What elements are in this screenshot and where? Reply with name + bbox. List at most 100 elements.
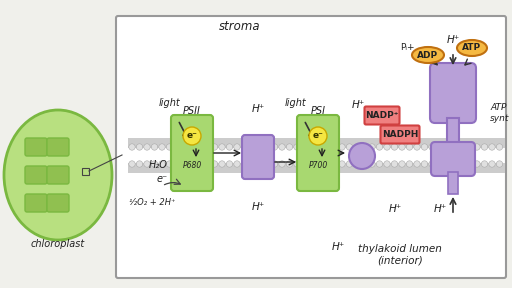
Text: H⁺: H⁺: [389, 204, 401, 214]
Circle shape: [414, 161, 420, 167]
Circle shape: [346, 144, 353, 150]
Circle shape: [346, 161, 353, 167]
Circle shape: [436, 161, 443, 167]
Circle shape: [429, 161, 435, 167]
Circle shape: [407, 161, 413, 167]
Circle shape: [234, 161, 240, 167]
FancyBboxPatch shape: [431, 142, 475, 176]
Circle shape: [152, 161, 158, 167]
FancyBboxPatch shape: [297, 115, 339, 191]
Text: e⁻: e⁻: [157, 174, 167, 184]
Circle shape: [481, 161, 488, 167]
Circle shape: [129, 144, 135, 150]
Circle shape: [301, 161, 308, 167]
Circle shape: [429, 144, 435, 150]
Circle shape: [241, 144, 248, 150]
Circle shape: [257, 144, 263, 150]
Circle shape: [459, 144, 465, 150]
Bar: [128, 138, 505, 148]
Circle shape: [264, 161, 270, 167]
Circle shape: [181, 161, 188, 167]
Circle shape: [444, 144, 450, 150]
Circle shape: [496, 161, 503, 167]
Circle shape: [339, 161, 345, 167]
Circle shape: [466, 161, 473, 167]
Circle shape: [204, 144, 210, 150]
Circle shape: [331, 161, 338, 167]
Circle shape: [324, 161, 330, 167]
Circle shape: [166, 144, 173, 150]
Text: thylakoid lumen
(interior): thylakoid lumen (interior): [358, 244, 442, 266]
Circle shape: [181, 144, 188, 150]
FancyBboxPatch shape: [380, 126, 419, 143]
Bar: [82, 168, 89, 175]
Circle shape: [331, 144, 338, 150]
Circle shape: [211, 161, 218, 167]
Circle shape: [361, 161, 368, 167]
Circle shape: [211, 144, 218, 150]
Circle shape: [196, 161, 203, 167]
Text: light: light: [159, 98, 181, 108]
Ellipse shape: [412, 47, 444, 63]
Circle shape: [481, 144, 488, 150]
Circle shape: [474, 161, 480, 167]
Text: H⁺: H⁺: [351, 100, 365, 110]
Circle shape: [219, 144, 225, 150]
Text: P700: P700: [308, 162, 328, 170]
Circle shape: [144, 144, 150, 150]
FancyBboxPatch shape: [47, 194, 69, 212]
Circle shape: [294, 144, 300, 150]
Circle shape: [466, 144, 473, 150]
Circle shape: [257, 161, 263, 167]
Circle shape: [421, 144, 428, 150]
Circle shape: [444, 161, 450, 167]
Circle shape: [354, 144, 360, 150]
Circle shape: [271, 144, 278, 150]
Circle shape: [354, 161, 360, 167]
Circle shape: [309, 127, 327, 145]
Circle shape: [271, 161, 278, 167]
Circle shape: [301, 144, 308, 150]
FancyBboxPatch shape: [25, 194, 47, 212]
Circle shape: [189, 144, 195, 150]
Circle shape: [421, 161, 428, 167]
Circle shape: [489, 144, 495, 150]
Circle shape: [399, 161, 405, 167]
Circle shape: [226, 161, 232, 167]
FancyBboxPatch shape: [171, 115, 213, 191]
Circle shape: [241, 161, 248, 167]
Circle shape: [369, 161, 375, 167]
Text: NADP⁺: NADP⁺: [366, 111, 399, 120]
Circle shape: [309, 144, 315, 150]
Circle shape: [249, 161, 255, 167]
Text: H⁺: H⁺: [251, 104, 265, 114]
Circle shape: [391, 144, 398, 150]
Circle shape: [384, 161, 390, 167]
Circle shape: [451, 144, 458, 150]
Circle shape: [219, 161, 225, 167]
FancyBboxPatch shape: [47, 166, 69, 184]
Circle shape: [196, 144, 203, 150]
FancyBboxPatch shape: [365, 107, 399, 124]
Circle shape: [361, 144, 368, 150]
Circle shape: [339, 144, 345, 150]
Bar: [447, 118, 459, 146]
Text: H₂O: H₂O: [148, 160, 167, 170]
Circle shape: [376, 161, 382, 167]
Circle shape: [159, 144, 165, 150]
Text: Pᵢ+: Pᵢ+: [400, 43, 414, 52]
Circle shape: [174, 144, 180, 150]
Circle shape: [279, 144, 285, 150]
Bar: [128, 163, 505, 173]
Text: ADP: ADP: [417, 50, 439, 60]
Text: light: light: [285, 98, 307, 108]
Circle shape: [309, 161, 315, 167]
Circle shape: [264, 144, 270, 150]
Text: P680: P680: [182, 162, 202, 170]
Circle shape: [159, 161, 165, 167]
Text: ATP: ATP: [462, 43, 482, 52]
Circle shape: [369, 144, 375, 150]
FancyBboxPatch shape: [25, 166, 47, 184]
FancyBboxPatch shape: [47, 138, 69, 156]
Text: H⁺: H⁺: [251, 202, 265, 212]
